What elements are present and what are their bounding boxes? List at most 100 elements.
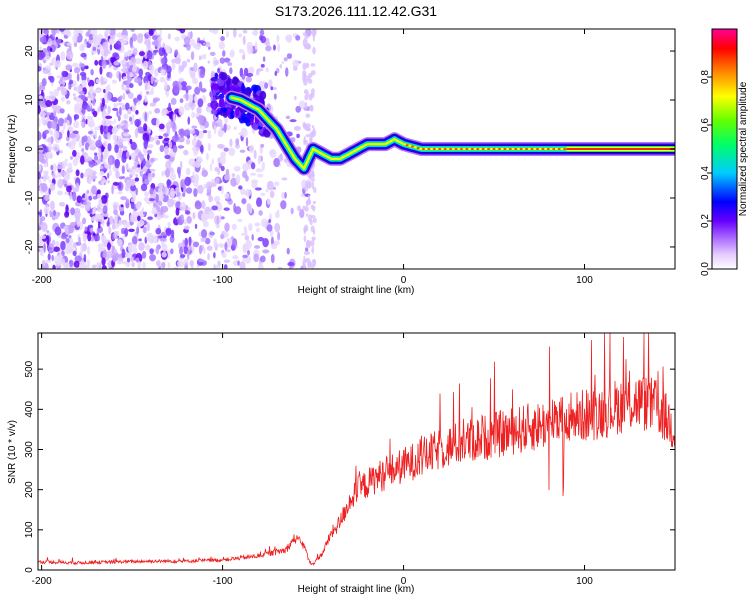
ridge-hot-dot <box>535 148 539 150</box>
noise-blob <box>40 182 48 193</box>
noise-blob <box>158 47 165 57</box>
noise-blob <box>225 249 231 253</box>
noise-blob <box>252 122 260 131</box>
noise-blob <box>60 96 66 102</box>
noise-blob <box>185 167 191 176</box>
noise-blob <box>81 79 87 89</box>
noise-blob <box>40 235 47 240</box>
noise-blob <box>48 187 51 195</box>
noise-blob <box>186 58 191 63</box>
noise-blob <box>52 264 56 269</box>
noise-blob <box>74 207 81 214</box>
noise-blob <box>47 247 53 251</box>
noise-blob <box>153 97 161 102</box>
noise-blob <box>187 116 191 125</box>
noise-blob <box>43 205 50 215</box>
noise-blob <box>100 124 104 135</box>
noise-blob <box>82 201 88 206</box>
noise-blob <box>63 29 71 36</box>
noise-blob <box>157 186 164 196</box>
noise-blob <box>186 187 193 194</box>
noise-blob <box>183 129 191 137</box>
colorbar-tick-label: 0.8 <box>700 70 711 84</box>
noise-blob <box>205 41 211 48</box>
noise-blob <box>100 235 107 241</box>
noise-blob <box>178 106 185 116</box>
noise-blob <box>194 160 201 168</box>
noise-blob <box>120 196 127 201</box>
noise-blob <box>251 233 254 241</box>
noise-blob <box>67 225 75 234</box>
noise-blob <box>211 108 218 115</box>
noise-blob <box>284 191 287 199</box>
colorbar-tick-label: 0.2 <box>700 214 711 228</box>
noise-blob <box>84 142 89 151</box>
noise-blob <box>166 179 172 186</box>
noise-blob <box>98 147 102 158</box>
noise-blob <box>150 87 154 95</box>
noise-blob <box>242 163 249 171</box>
noise-blob <box>194 201 202 210</box>
noise-blob <box>48 250 54 254</box>
noise-blob <box>298 100 306 110</box>
noise-blob <box>131 236 138 245</box>
noise-blob <box>277 42 281 53</box>
noise-blob <box>137 126 144 134</box>
noise-blob <box>292 66 298 71</box>
noise-blob <box>242 30 248 34</box>
noise-blob <box>59 108 65 114</box>
noise-blob <box>139 153 145 161</box>
noise-blob <box>266 180 274 191</box>
noise-blob <box>183 149 189 156</box>
noise-blob <box>53 246 60 252</box>
noise-blob <box>48 141 52 152</box>
noise-blob <box>56 75 62 79</box>
noise-blob <box>72 93 76 97</box>
noise-blob <box>116 32 123 38</box>
noise-blob <box>75 133 80 142</box>
noise-blob <box>266 224 273 232</box>
noise-blob <box>174 57 182 65</box>
noise-blob <box>198 81 203 91</box>
noise-blob <box>269 190 275 199</box>
noise-blob <box>135 173 138 178</box>
noise-blob <box>82 233 86 242</box>
noise-blob <box>111 79 117 84</box>
noise-blob <box>39 36 47 43</box>
noise-blob <box>86 189 90 194</box>
noise-blob <box>250 162 256 170</box>
noise-blob <box>221 252 227 259</box>
noise-blob <box>125 198 130 204</box>
noise-blob <box>303 89 309 95</box>
noise-blob <box>101 257 106 266</box>
noise-blob <box>304 125 310 131</box>
noise-blob <box>172 144 178 153</box>
x-tick-label: -100 <box>213 576 233 587</box>
noise-blob <box>308 93 313 101</box>
noise-blob <box>135 187 138 196</box>
noise-blob <box>197 114 205 125</box>
noise-blob <box>190 51 195 61</box>
noise-blob <box>52 163 57 172</box>
noise-blob <box>133 161 138 167</box>
noise-blob <box>55 260 62 267</box>
noise-blob <box>159 76 166 83</box>
noise-blob <box>131 262 135 268</box>
noise-blob <box>65 237 70 244</box>
noise-blob <box>199 68 206 79</box>
noise-blob <box>286 247 290 255</box>
x-tick-label: -100 <box>213 275 233 286</box>
noise-blob <box>205 181 213 190</box>
noise-blob <box>277 231 281 241</box>
noise-blob <box>167 221 171 228</box>
noise-blob <box>218 130 224 136</box>
noise-blob <box>208 29 216 33</box>
noise-blob <box>102 41 109 50</box>
noise-blob <box>223 147 229 152</box>
noise-blob <box>262 56 266 62</box>
noise-blob <box>38 95 43 99</box>
noise-blob <box>39 111 46 118</box>
noise-blob <box>66 42 72 46</box>
noise-blob <box>112 251 119 261</box>
noise-blob <box>281 191 286 199</box>
